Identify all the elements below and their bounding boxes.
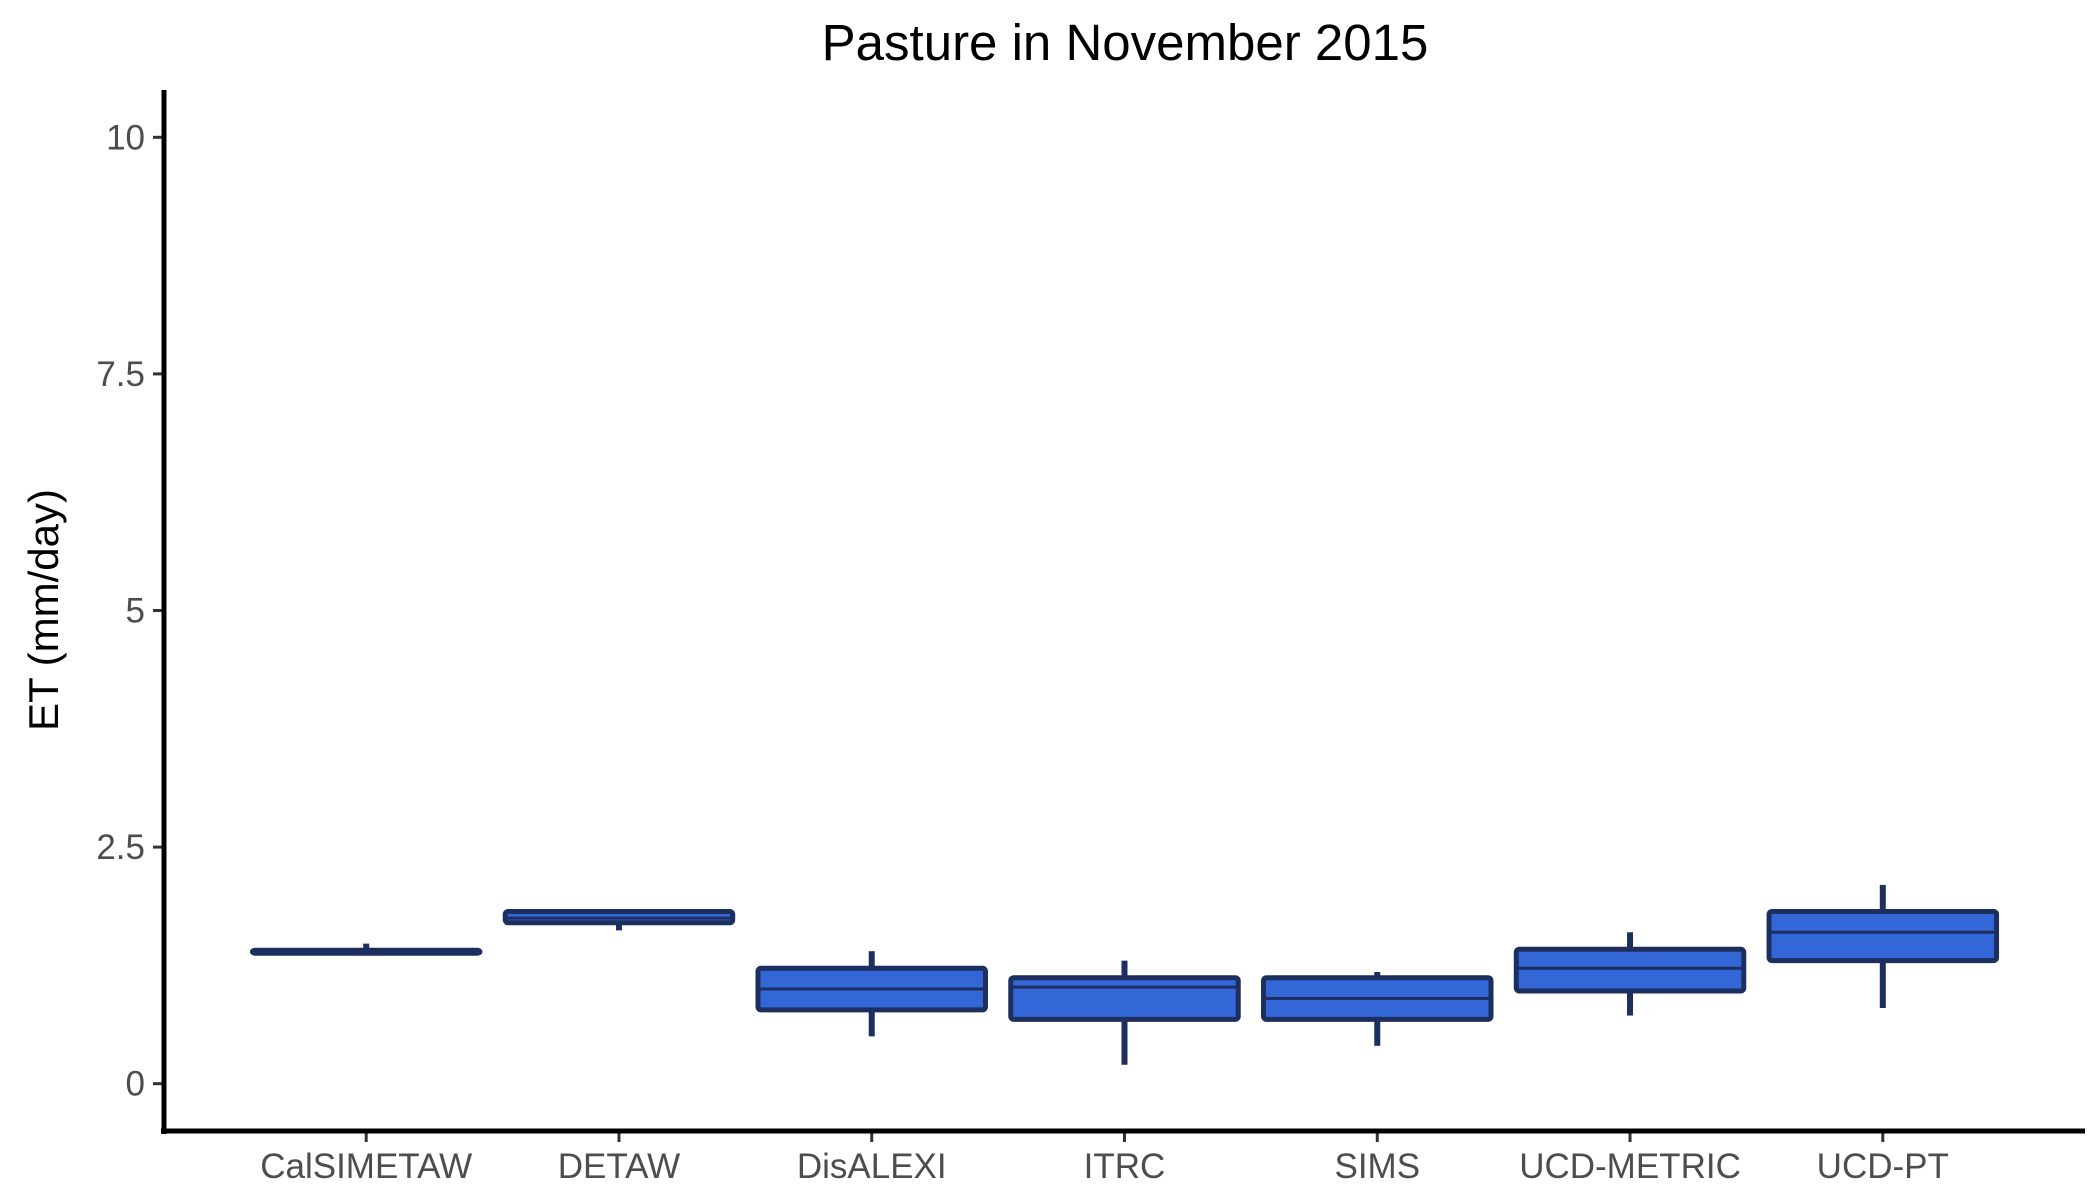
x-tick-label: DisALEXI: [797, 1147, 947, 1186]
box-detaw: [502, 908, 736, 931]
y-axis-label: ET (mm/day): [20, 489, 67, 731]
y-tick-label: 5: [126, 592, 145, 631]
box-body: [1766, 908, 2000, 964]
x-tick-label: UCD-PT: [1817, 1147, 1949, 1186]
y-tick-label: 10: [106, 118, 145, 157]
box-sims: [1261, 972, 1494, 1046]
box-series: [249, 884, 2000, 1065]
x-tick-label: UCD-METRIC: [1519, 1147, 1741, 1186]
chart-title: Pasture in November 2015: [822, 14, 1429, 71]
box-body: [1513, 946, 1747, 994]
box-itrc: [1008, 960, 1241, 1065]
y-axis-ticks: 0 2.5 5 7.5 10: [96, 118, 164, 1104]
box-body: [1008, 975, 1241, 1022]
x-axis-ticks: CalSIMETAW DETAW DisALEXI ITRC SIMS UCD-METRI…: [260, 1131, 1949, 1186]
x-tick-label: DETAW: [558, 1147, 680, 1186]
x-tick-label: CalSIMETAW: [260, 1147, 472, 1186]
box-calsimetaw: [249, 943, 483, 956]
box-ucd-metric: [1513, 932, 1747, 1016]
x-tick-label: SIMS: [1334, 1147, 1420, 1186]
x-tick-label: ITRC: [1084, 1147, 1166, 1186]
box-disalexi: [755, 951, 988, 1037]
y-tick-label: 7.5: [96, 355, 145, 394]
box-ucd-pt: [1766, 884, 2000, 1008]
y-tick-label: 0: [126, 1065, 145, 1104]
y-tick-label: 2.5: [96, 828, 145, 867]
